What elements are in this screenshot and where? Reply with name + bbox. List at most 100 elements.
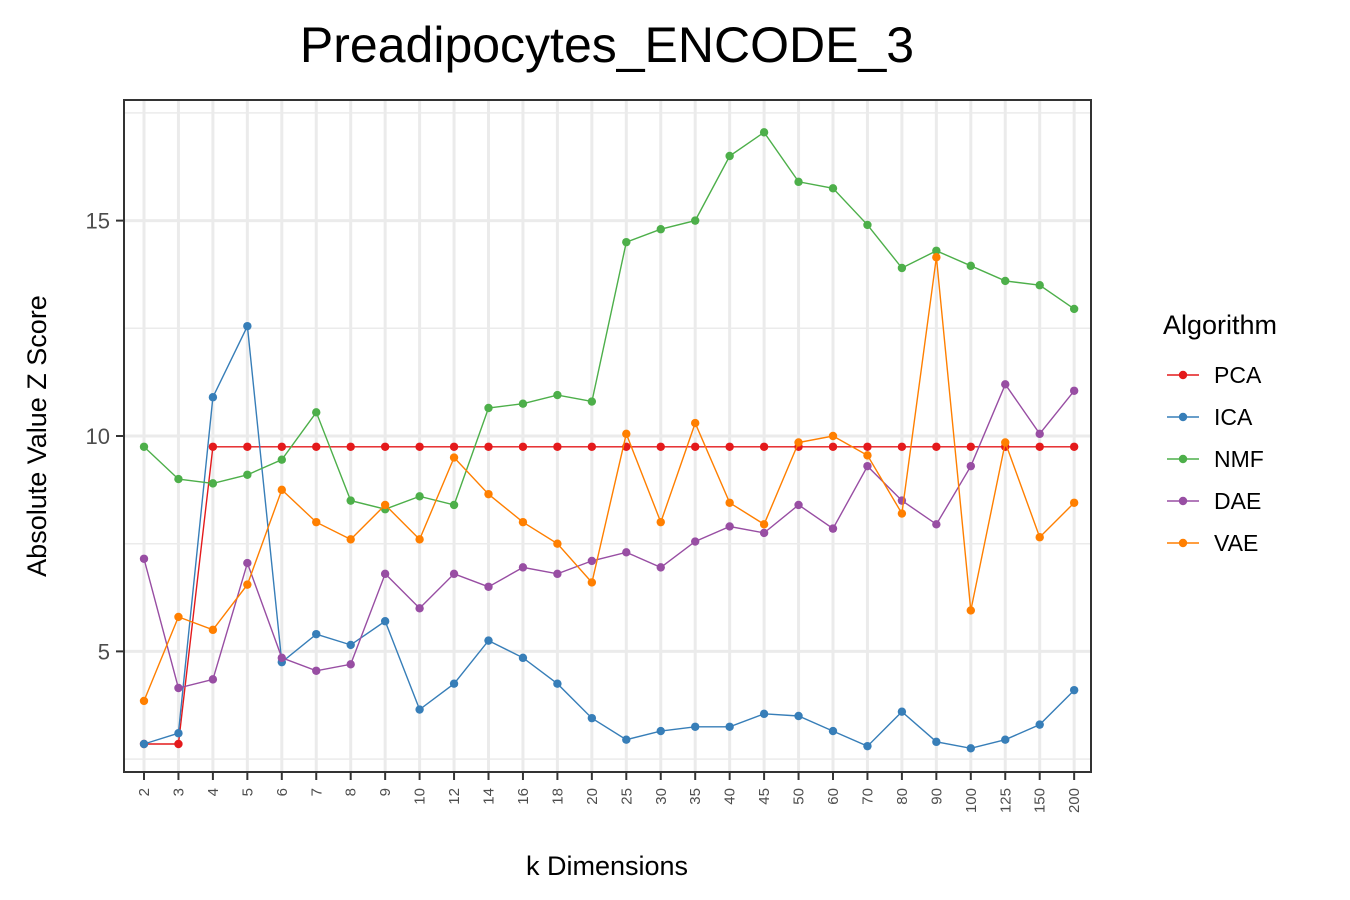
data-point-pca bbox=[656, 442, 665, 451]
data-point-dae bbox=[380, 569, 390, 579]
data-point-dae bbox=[1035, 429, 1044, 439]
data-point-pca bbox=[243, 442, 252, 451]
data-point-pca bbox=[277, 442, 286, 451]
data-point-nmf bbox=[208, 479, 218, 488]
data-point-nmf bbox=[346, 496, 355, 505]
data-point-nmf bbox=[656, 225, 665, 234]
data-point-ica bbox=[174, 729, 183, 738]
legend-label: DAE bbox=[1214, 488, 1261, 514]
data-point-ica bbox=[656, 726, 665, 736]
y-axis-title: Absolute Value Z Score bbox=[22, 295, 52, 577]
data-point-pca bbox=[691, 442, 700, 451]
data-point-nmf bbox=[312, 408, 321, 417]
data-point-pca bbox=[863, 442, 872, 451]
data-point-ica bbox=[966, 744, 975, 753]
data-point-vae bbox=[587, 578, 597, 587]
data-point-dae bbox=[139, 554, 149, 563]
x-tick-label: 5 bbox=[239, 788, 256, 796]
data-point-vae bbox=[243, 580, 252, 589]
data-point-pca bbox=[208, 442, 218, 451]
x-tick-label: 25 bbox=[618, 788, 635, 805]
data-point-ica bbox=[1035, 720, 1044, 729]
x-tick-label: 90 bbox=[928, 788, 945, 805]
data-point-dae bbox=[174, 683, 183, 693]
data-point-nmf bbox=[518, 399, 528, 408]
data-point-ica bbox=[622, 735, 631, 744]
series-dae bbox=[139, 380, 1079, 693]
data-point-pca bbox=[966, 442, 975, 451]
data-point-pca bbox=[725, 442, 734, 451]
x-tick-label: 80 bbox=[894, 788, 911, 805]
data-point-dae bbox=[243, 558, 252, 568]
x-tick-label: 150 bbox=[1032, 788, 1049, 813]
data-point-ica bbox=[587, 713, 597, 723]
x-tick-label: 18 bbox=[549, 788, 566, 805]
data-point-nmf bbox=[622, 237, 631, 247]
data-point-ica bbox=[863, 741, 872, 751]
legend-item-ica: ICA bbox=[1167, 404, 1253, 430]
data-point-dae bbox=[828, 524, 838, 533]
legend-item-nmf: NMF bbox=[1167, 446, 1264, 472]
legend-label: NMF bbox=[1214, 446, 1264, 472]
data-point-dae bbox=[622, 548, 631, 557]
data-point-vae bbox=[966, 606, 975, 615]
series-line-pca bbox=[144, 446, 1075, 745]
series-layer bbox=[139, 128, 1079, 753]
legend-item-dae: DAE bbox=[1167, 488, 1261, 514]
legend-label: ICA bbox=[1214, 404, 1253, 430]
data-point-dae bbox=[415, 604, 424, 613]
data-point-nmf bbox=[725, 151, 734, 161]
data-point-dae bbox=[725, 522, 734, 531]
data-point-dae bbox=[208, 675, 218, 684]
series-line-vae bbox=[143, 257, 1075, 702]
data-point-ica bbox=[1069, 685, 1079, 695]
x-tick-label: 35 bbox=[687, 788, 704, 805]
data-point-nmf bbox=[553, 390, 562, 400]
series-line-dae bbox=[143, 382, 1075, 689]
data-point-vae bbox=[725, 498, 734, 507]
x-tick-label: 100 bbox=[963, 788, 980, 813]
data-point-nmf bbox=[759, 128, 769, 137]
series-ica bbox=[139, 321, 1079, 753]
data-point-dae bbox=[759, 528, 769, 538]
data-point-dae bbox=[277, 653, 286, 663]
data-point-vae bbox=[139, 696, 149, 706]
data-point-ica bbox=[1001, 735, 1010, 744]
data-point-nmf bbox=[139, 442, 149, 451]
legend: Algorithm PCA ICA NMF DAE VAE bbox=[1163, 310, 1277, 556]
data-point-vae bbox=[828, 431, 838, 441]
data-point-pca bbox=[587, 442, 597, 451]
x-tick-label: 6 bbox=[274, 788, 291, 796]
data-point-pca bbox=[553, 442, 562, 451]
x-tick-label: 20 bbox=[584, 788, 601, 805]
data-point-vae bbox=[656, 517, 665, 527]
data-point-pca bbox=[174, 739, 183, 749]
series-line-ica bbox=[143, 323, 1075, 750]
legend-key-point bbox=[1178, 370, 1188, 380]
data-point-vae bbox=[277, 485, 286, 495]
data-point-nmf bbox=[966, 261, 975, 271]
data-point-dae bbox=[449, 569, 459, 579]
data-point-nmf bbox=[174, 474, 183, 484]
data-point-nmf bbox=[1001, 276, 1010, 286]
data-point-pca bbox=[518, 442, 528, 451]
data-point-pca bbox=[932, 442, 941, 451]
legend-key-point bbox=[1178, 412, 1188, 422]
data-point-vae bbox=[897, 509, 907, 518]
chart-title: Preadipocytes_ENCODE_3 bbox=[300, 17, 914, 73]
data-point-pca bbox=[346, 442, 355, 451]
x-tick-label: 40 bbox=[722, 788, 739, 805]
data-point-ica bbox=[380, 617, 390, 626]
y-axis: 5 10 15 bbox=[86, 209, 124, 664]
data-point-dae bbox=[518, 563, 528, 572]
data-point-pca bbox=[484, 442, 493, 451]
series-vae bbox=[139, 253, 1079, 706]
data-point-dae bbox=[553, 569, 562, 579]
data-point-nmf bbox=[828, 184, 838, 193]
data-point-ica bbox=[553, 679, 562, 688]
data-point-ica bbox=[243, 321, 252, 331]
data-point-nmf bbox=[1069, 304, 1079, 314]
y-tick-label: 15 bbox=[86, 209, 110, 234]
data-point-vae bbox=[863, 451, 872, 460]
